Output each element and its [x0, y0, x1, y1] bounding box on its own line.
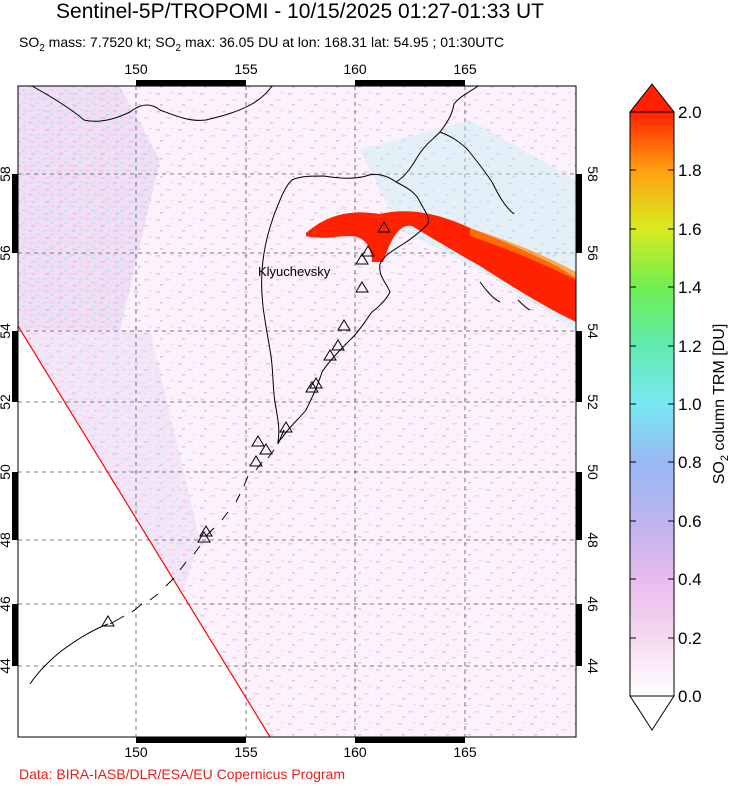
lat-label: 52 [0, 394, 13, 410]
okhotsk-north-coast [31, 86, 273, 122]
colorbar-title-sub: 2 [719, 455, 729, 461]
colorbar-label: 1.0 [678, 395, 702, 414]
lat-label: 48 [0, 532, 13, 548]
volcano-marker [323, 349, 337, 361]
lat-label: 46 [585, 596, 601, 612]
colorbar-tick-marks [630, 111, 674, 697]
swath-edge-line [18, 325, 271, 737]
bering-coast [439, 131, 515, 215]
so2-noise-west [18, 86, 160, 330]
volcano-marker [305, 381, 319, 393]
colorbar-label: 1.4 [678, 278, 702, 297]
lon-label: 160 [343, 744, 367, 760]
volcano-marker [377, 221, 391, 233]
colorbar-title-unit: column TRM [DU] [711, 324, 728, 455]
lon-label: 150 [124, 744, 148, 760]
map-frame [17, 85, 577, 738]
map-title: Sentinel-5P/TROPOMI - 10/15/2025 01:27-0… [56, 0, 544, 23]
so2-plume-edge [470, 228, 576, 280]
coastlines [29, 86, 531, 685]
colorbar-label: 0.6 [678, 512, 702, 531]
volcano-marker [361, 245, 375, 257]
data-credit: Data: BIRA-IASB/DLR/ESA/EU Copernicus Pr… [19, 766, 346, 782]
colorbar-gradient [629, 111, 675, 697]
map-subtitle: SO2 mass: 7.7520 kt; SO2 max: 36.05 DU a… [19, 34, 504, 54]
volcano-marker [259, 443, 273, 455]
lon-label: 155 [234, 744, 258, 760]
lon-label: 160 [343, 61, 367, 77]
volcano-marker [101, 615, 115, 627]
so2-plume [306, 211, 576, 322]
colorbar: 0.0 0.2 0.4 0.6 0.8 1.0 1.2 1.4 1.6 1.8 … [628, 83, 729, 731]
lon-label: 150 [124, 61, 148, 77]
colorbar-label: 0.4 [678, 570, 702, 589]
volcano-marker [337, 319, 351, 331]
volcano-marker [279, 421, 293, 433]
colorbar-label: 2.0 [678, 103, 702, 122]
lat-label: 50 [585, 464, 601, 480]
subtitle-mass: mass: 7.7520 kt; SO [44, 34, 176, 50]
volcano-marker [355, 281, 369, 293]
lon-label: 165 [453, 61, 477, 77]
volcano-marker [331, 339, 345, 351]
frame-ticks [12, 80, 582, 743]
subtitle-sub: 2 [39, 42, 45, 54]
volcano-marker [251, 435, 265, 447]
so2-noise-southwest [18, 330, 200, 600]
commander-island [479, 281, 501, 303]
colorbar-label: 1.8 [678, 161, 702, 180]
lon-labels-bottom: 150 155 160 165 [124, 744, 477, 760]
subtitle-max: max: 36.05 DU at lon: 168.31 lat: 54.95 … [181, 34, 505, 50]
lon-label: 155 [234, 61, 258, 77]
lon-label: 165 [453, 744, 477, 760]
lat-label: 44 [585, 658, 601, 674]
lat-label: 54 [0, 323, 13, 339]
colorbar-bottom-arrow [629, 695, 675, 731]
lat-label: 46 [0, 596, 13, 612]
lat-label: 44 [0, 658, 13, 674]
colorbar-label: 0.0 [678, 687, 702, 706]
subtitle-sub-2: 2 [175, 42, 182, 54]
hokkaido-coast [29, 623, 109, 685]
colorbar-title-so: SO [711, 461, 728, 484]
colorbar-label: 0.8 [678, 453, 702, 472]
colorbar-top-arrow [628, 83, 676, 113]
lat-label: 50 [0, 464, 13, 480]
volcano-label: Klyuchevsky [258, 264, 331, 279]
commander-island-2 [517, 299, 531, 311]
volcano-marker [249, 455, 263, 467]
colorbar-label: 1.2 [678, 337, 702, 356]
colorbar-label: 0.2 [678, 629, 702, 648]
map-area: Klyuchevsky [18, 86, 576, 737]
colorbar-title: SO2 column TRM [DU] [711, 324, 729, 485]
volcano-markers [101, 221, 391, 627]
volcano-marker [197, 531, 211, 543]
colorbar-label: 1.6 [678, 220, 702, 239]
lat-labels-left: 44 46 48 50 52 54 56 58 [0, 166, 13, 674]
lat-label: 48 [585, 532, 601, 548]
subtitle-so2: SO [19, 34, 40, 50]
lat-label: 52 [585, 394, 601, 410]
volcano-marker [355, 253, 369, 265]
lat-labels-right: 44 46 48 50 52 54 56 58 [585, 166, 601, 674]
colorbar-labels: 0.0 0.2 0.4 0.6 0.8 1.0 1.2 1.4 1.6 1.8 … [678, 103, 702, 706]
lat-label: 56 [585, 245, 601, 261]
lon-labels-top: 150 155 160 165 [124, 61, 477, 77]
lat-label: 58 [0, 166, 13, 182]
lat-label: 56 [0, 245, 13, 261]
lat-label: 54 [585, 323, 601, 339]
lat-label: 58 [585, 166, 601, 182]
